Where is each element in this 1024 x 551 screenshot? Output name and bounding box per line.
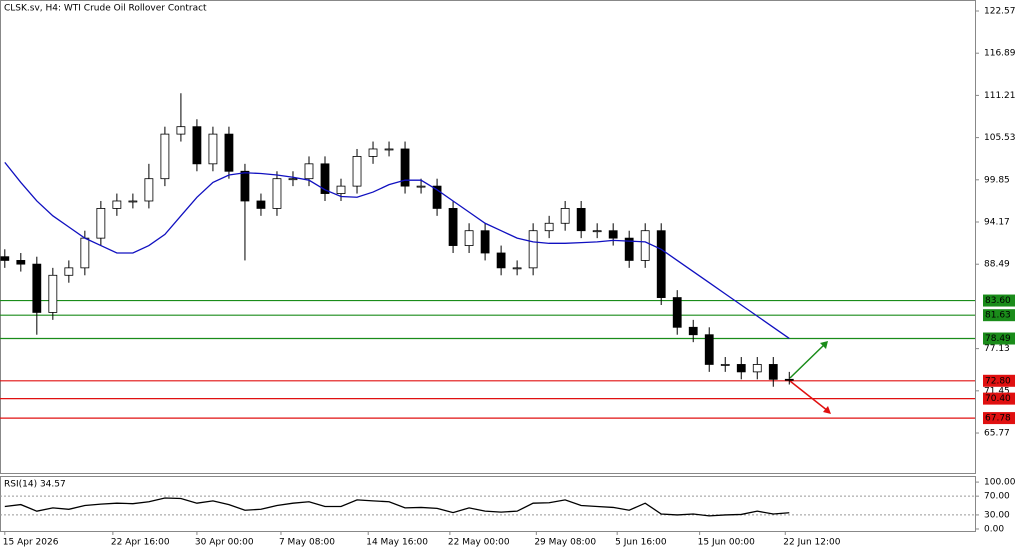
rsi-title: RSI(14) 34.57 [4, 480, 66, 490]
candle-body [256, 200, 266, 209]
level-tag [983, 374, 1015, 387]
x-tick-label: 22 Apr 16:00 [111, 538, 170, 548]
candle-body [192, 126, 202, 165]
level-tag [983, 332, 1015, 345]
rsi-tick-label: 0.00 [984, 524, 1004, 534]
price-frame [0, 0, 976, 474]
level-label: 67.78 [985, 414, 1011, 424]
level-label: 70.40 [985, 394, 1011, 404]
level-tag [983, 392, 1015, 405]
candle-body [560, 208, 570, 224]
candle-body [320, 163, 330, 194]
candle-body [448, 208, 458, 246]
candle-body [112, 200, 122, 209]
candle-body [576, 208, 586, 232]
candle-body [304, 163, 314, 180]
candle-body [160, 133, 170, 180]
candle-body [384, 148, 394, 151]
candle-body [416, 185, 426, 188]
y-tick-label: 88.49 [984, 260, 1010, 270]
candle-body [208, 133, 218, 165]
rsi-tick-label: 30.00 [984, 510, 1010, 520]
y-tick-label: 122.57 [984, 6, 1016, 16]
chart-title: CLSK.sv, H4: WTI Crude Oil Rollover Cont… [4, 4, 207, 14]
candle-body [672, 297, 682, 328]
x-tick-label: 15 Apr 2026 [3, 538, 59, 548]
x-tick-label: 29 May 08:00 [534, 538, 596, 548]
candle-body [752, 364, 762, 373]
rsi-tick-label: 70.00 [984, 492, 1010, 502]
x-tick-label: 14 May 16:00 [366, 538, 428, 548]
rsi-tick-label: 100.00 [984, 478, 1016, 488]
candle-body [288, 178, 298, 181]
y-tick-label: 105.53 [984, 133, 1016, 143]
candle-body [16, 260, 26, 265]
x-tick-label: 7 May 08:00 [279, 538, 335, 548]
y-tick-label: 71.45 [984, 386, 1010, 396]
down-arrow [789, 380, 829, 412]
candle-body [96, 208, 106, 239]
candle-body [688, 326, 698, 336]
y-tick-label: 111.21 [984, 91, 1016, 101]
candle-body [224, 133, 234, 172]
down-arrowhead [823, 406, 831, 414]
candle-body [80, 237, 90, 269]
level-tag [983, 294, 1015, 307]
level-label: 72.80 [985, 376, 1011, 386]
candle-body [64, 267, 74, 276]
rsi-frame [0, 476, 976, 532]
up-arrow [789, 342, 827, 379]
candle-body [480, 230, 490, 254]
level-label: 81.63 [985, 311, 1011, 321]
x-tick-label: 22 May 00:00 [448, 538, 510, 548]
level-label: 83.60 [985, 296, 1011, 306]
candle-body [512, 267, 522, 270]
y-tick-label: 94.17 [984, 218, 1010, 228]
candle-body [592, 230, 602, 233]
candle-body [736, 364, 746, 373]
x-tick-label: 5 Jun 16:00 [615, 538, 667, 548]
candle-body [656, 230, 666, 298]
up-arrowhead [820, 341, 828, 349]
level-tag [983, 309, 1015, 322]
y-tick-label: 77.13 [984, 344, 1010, 354]
rsi-line [4, 497, 790, 517]
candle-body [0, 256, 10, 261]
candle-body [128, 200, 138, 203]
y-tick-label: 116.89 [984, 49, 1016, 59]
candle-body [48, 274, 58, 313]
candle-body [624, 237, 634, 261]
x-tick-label: 22 Jun 12:00 [783, 538, 840, 548]
candle-body [352, 156, 362, 187]
candle-body [720, 364, 730, 366]
candle-body [368, 148, 378, 157]
candle-body [32, 263, 42, 313]
candle-body [528, 230, 538, 269]
x-tick-label: 30 Apr 00:00 [195, 538, 254, 548]
candle-body [432, 185, 442, 209]
level-tag [983, 412, 1015, 425]
candle-body [608, 230, 618, 239]
candle-body [336, 185, 346, 194]
y-tick-label: 99.85 [984, 175, 1010, 185]
candle-body [464, 230, 474, 246]
level-label: 78.49 [985, 334, 1011, 344]
candle-body [784, 378, 794, 381]
candle-body [272, 178, 282, 209]
candle-body [704, 334, 714, 365]
candle-body [176, 126, 186, 135]
candle-body [768, 364, 778, 380]
candle-body [496, 252, 506, 269]
candle-body [144, 178, 154, 202]
x-tick-label: 15 Jun 00:00 [698, 538, 755, 548]
candle-body [400, 148, 410, 187]
moving-average [4, 161, 790, 339]
candle-body [544, 222, 554, 232]
candle-body [240, 170, 250, 202]
candle-body [640, 230, 650, 261]
y-tick-label: 65.77 [984, 429, 1010, 439]
